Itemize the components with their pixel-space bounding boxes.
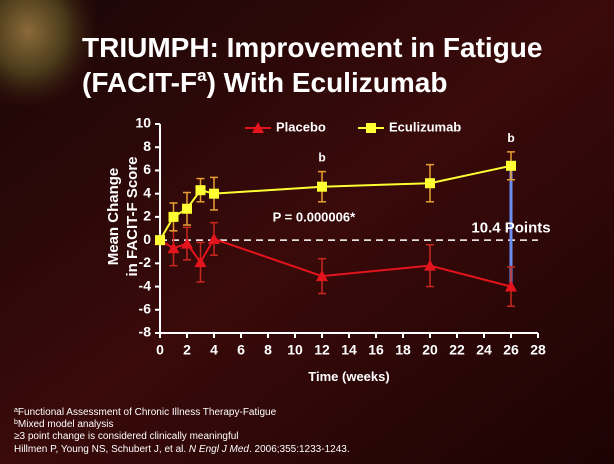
data-marker: [194, 256, 207, 268]
significance-mark: b: [318, 151, 325, 165]
legend-marker: [252, 122, 264, 133]
significance-mark: b: [507, 131, 514, 145]
reference-part: Hillmen P, Young NS, Schubert J, et al.: [14, 444, 189, 455]
x-tick-label: 18: [395, 342, 411, 358]
legend-label: Placebo: [276, 119, 326, 134]
title-part: ) With Eculizumab: [207, 67, 448, 98]
footnote: ≥3 point change is considered clinically…: [14, 431, 239, 442]
x-tick-label: 6: [237, 342, 245, 358]
x-tick-label: 8: [264, 342, 272, 358]
x-tick-label: 16: [368, 342, 384, 358]
data-marker: [155, 235, 165, 246]
footnote-text: Functional Assessment of Chronic Illness…: [18, 407, 277, 418]
reference-journal: N Engl J Med: [189, 444, 249, 455]
p-value: P = 0.000006*: [273, 209, 356, 224]
x-tick-label: 20: [422, 342, 438, 358]
reference: Hillmen P, Young NS, Schubert J, et al. …: [14, 444, 350, 455]
footnote: bMixed model analysis: [14, 419, 114, 430]
data-marker: [317, 181, 327, 192]
difference-label: 10.4 Points: [471, 219, 550, 236]
y-tick-label: -2: [139, 254, 152, 270]
x-tick-label: 4: [210, 342, 218, 358]
data-marker: [181, 237, 193, 249]
x-tick-label: 0: [156, 342, 164, 358]
y-tick-label: -4: [139, 277, 152, 293]
y-tick-label: 6: [143, 161, 151, 177]
data-marker: [425, 178, 435, 189]
footnote-marker: a: [14, 407, 18, 414]
x-tick-label: 28: [530, 342, 546, 358]
title-superscript: a: [197, 66, 207, 85]
title-part: (FACIT-F: [82, 67, 197, 98]
footnotes: aFunctional Assessment of Chronic Illnes…: [14, 407, 350, 455]
x-tick-label: 24: [476, 342, 492, 358]
data-marker: [167, 242, 180, 254]
reference-part: . 2006;355:1233-1243.: [249, 444, 350, 455]
x-tick-label: 22: [449, 342, 465, 358]
y-axis-label-line: in FACIT-F Score: [124, 156, 141, 276]
data-marker: [208, 232, 220, 244]
x-tick-label: 26: [503, 342, 519, 358]
x-tick-label: 10: [287, 342, 303, 358]
title-line: TRIUMPH: Improvement in Fatigue: [82, 32, 542, 63]
x-axis-label: Time (weeks): [308, 369, 389, 384]
x-tick-label: 12: [314, 342, 330, 358]
y-tick-label: -6: [139, 300, 152, 316]
data-marker: [316, 270, 328, 282]
data-marker: [209, 188, 219, 199]
y-tick-label: 8: [143, 138, 151, 154]
y-tick-label: 4: [143, 184, 151, 200]
corner-image: [0, 0, 95, 105]
x-tick-label: 2: [183, 342, 191, 358]
y-tick-label: 10: [135, 115, 151, 131]
footnote-marker: b: [14, 419, 18, 426]
data-marker: [505, 280, 517, 292]
data-marker: [424, 259, 436, 271]
y-tick-label: 0: [143, 231, 151, 247]
data-marker: [195, 185, 206, 196]
y-axis-label: Mean Change in FACIT-F Score: [105, 156, 141, 276]
y-tick-label: 2: [143, 208, 151, 224]
data-marker: [506, 160, 516, 171]
footnote-text: Mixed model analysis: [18, 419, 114, 430]
y-axis-label-line: Mean Change: [105, 168, 122, 266]
legend-label: Eculizumab: [389, 119, 461, 134]
y-tick-label: -8: [139, 324, 152, 340]
title-line: (FACIT-Fa) With Eculizumab: [82, 66, 447, 98]
data-marker: [168, 211, 179, 222]
x-tick-label: 14: [341, 342, 357, 358]
legend-marker: [366, 123, 376, 133]
data-marker: [182, 203, 192, 214]
footnote: aFunctional Assessment of Chronic Illnes…: [14, 407, 277, 418]
